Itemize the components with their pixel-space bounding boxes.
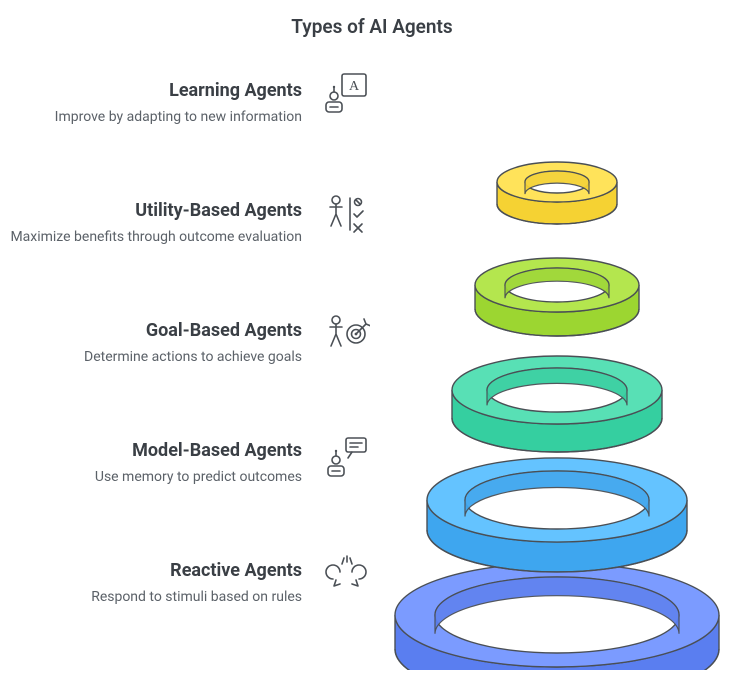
utility-icon [322, 192, 370, 240]
agent-heading-goal: Goal-Based Agents [0, 320, 302, 341]
agent-desc-model: Use memory to predict outcomes [0, 469, 302, 485]
agent-heading-learning: Learning Agents [0, 80, 302, 101]
agent-row-model: Model-Based Agents Use memory to predict … [0, 440, 372, 485]
learning-icon: A [322, 70, 370, 118]
agent-heading-reactive: Reactive Agents [0, 560, 302, 581]
agent-desc-goal: Determine actions to achieve goals [0, 349, 302, 365]
agent-row-reactive: Reactive Agents Respond to stimuli based … [0, 560, 372, 605]
goal-icon [322, 312, 370, 360]
svg-text:A: A [349, 79, 360, 94]
agent-row-goal: Goal-Based Agents Determine actions to ac… [0, 320, 372, 365]
agent-desc-learning: Improve by adapting to new information [0, 109, 302, 125]
agent-heading-utility: Utility-Based Agents [0, 200, 302, 221]
agent-heading-model: Model-Based Agents [0, 440, 302, 461]
agent-desc-utility: Maximize benefits through outcome evalua… [0, 229, 302, 245]
page-title: Types of AI Agents [0, 15, 744, 38]
model-icon [322, 432, 370, 480]
agent-row-learning: Learning Agents Improve by adapting to ne… [0, 80, 372, 125]
rings-stack [390, 70, 725, 670]
agent-row-utility: Utility-Based Agents Maximize benefits th… [0, 200, 372, 245]
reactive-icon [322, 552, 370, 600]
agent-desc-reactive: Respond to stimuli based on rules [0, 589, 302, 605]
